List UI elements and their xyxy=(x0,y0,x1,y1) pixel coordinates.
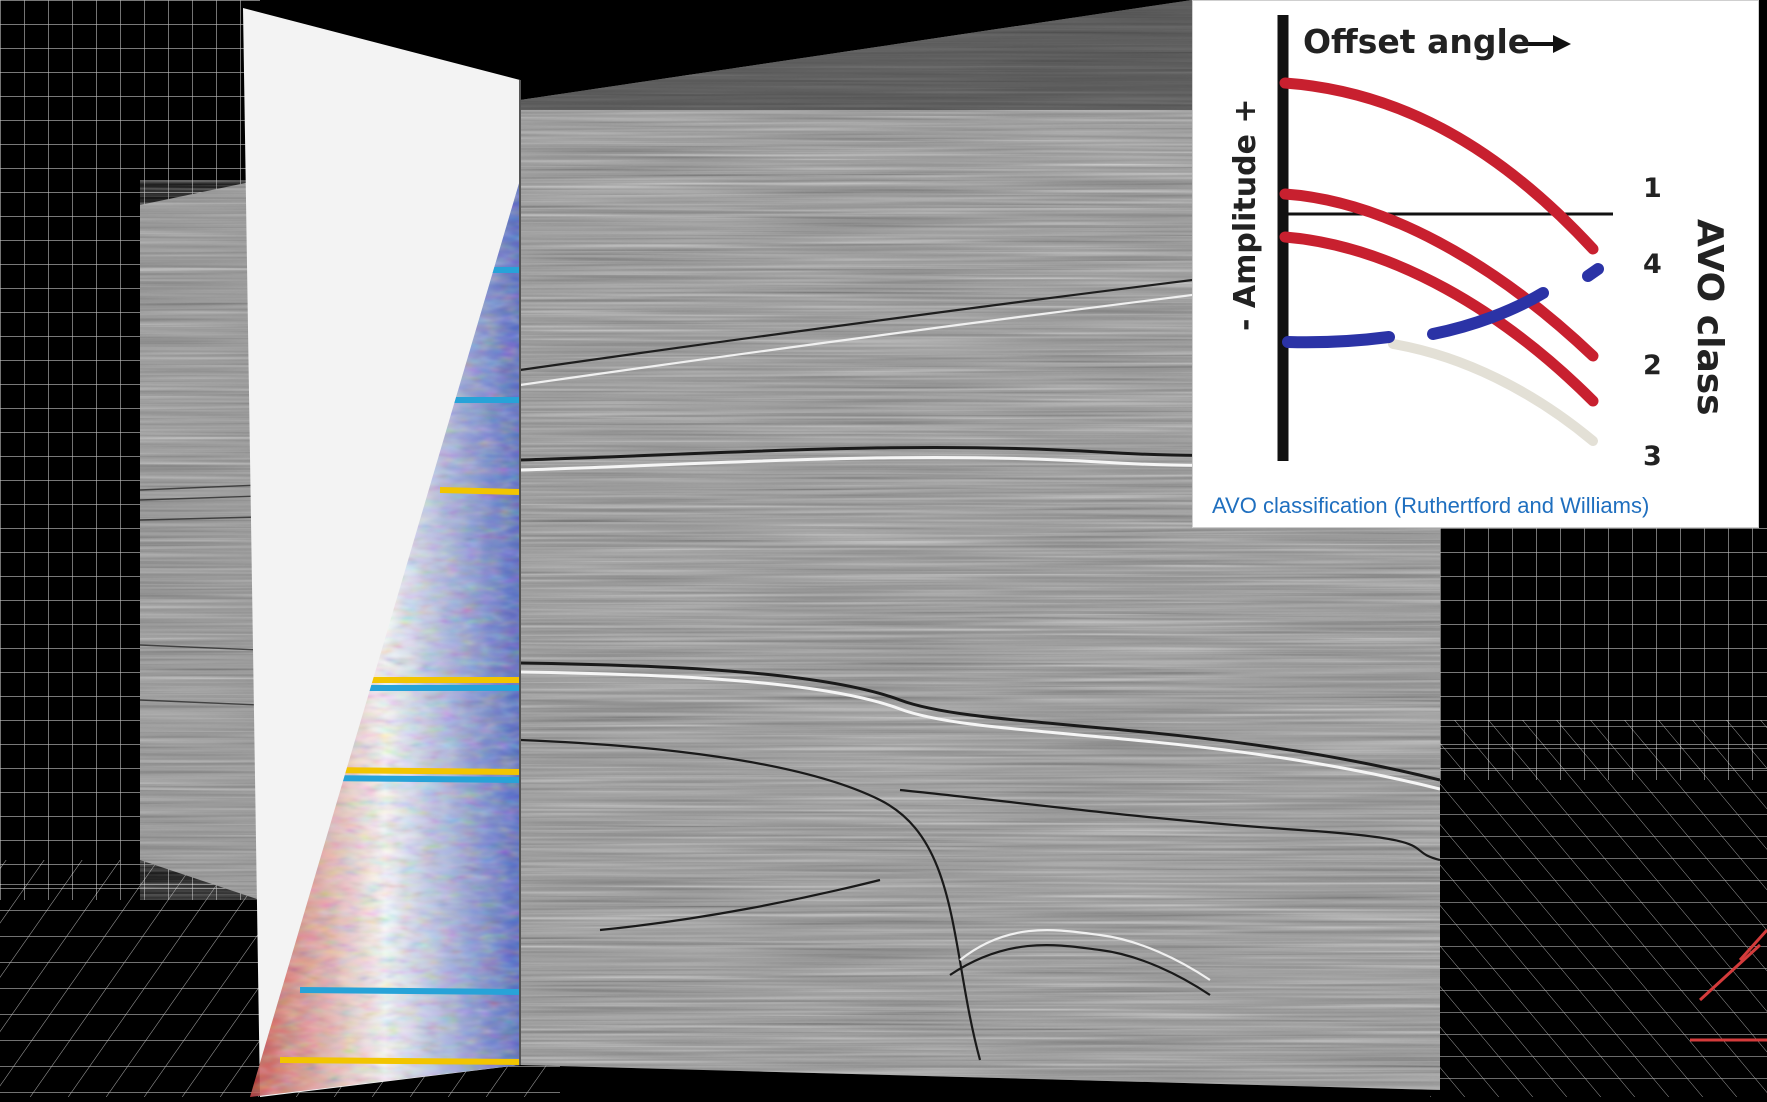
arrow-right-icon xyxy=(1553,35,1571,53)
avo-curve-class-3-negative-b xyxy=(1427,287,1549,340)
y-axis-label: - Amplitude + xyxy=(1228,98,1263,331)
class-label-2: 2 xyxy=(1643,350,1662,381)
avo-diagram-inset: Offset angle - Amplitude + AVO class 1 4… xyxy=(1192,0,1759,528)
class-label-4: 4 xyxy=(1643,249,1662,280)
class-label-3: 3 xyxy=(1643,441,1662,472)
diagram-caption: AVO classification (Ruthertford and Will… xyxy=(1212,493,1650,518)
x-axis-label: Offset angle xyxy=(1303,22,1530,61)
avo-curve-class-2-negative xyxy=(1582,263,1604,282)
side-label: AVO class xyxy=(1689,219,1730,416)
avo-curve-class-4 xyxy=(1279,188,1599,362)
avo-curve-class-1 xyxy=(1279,77,1599,255)
avo-curve-class-2 xyxy=(1279,231,1599,407)
avo-curve-class-3-negative-a xyxy=(1282,331,1395,349)
avo-curve-class-3-faded xyxy=(1388,339,1598,446)
class-label-1: 1 xyxy=(1643,173,1662,204)
